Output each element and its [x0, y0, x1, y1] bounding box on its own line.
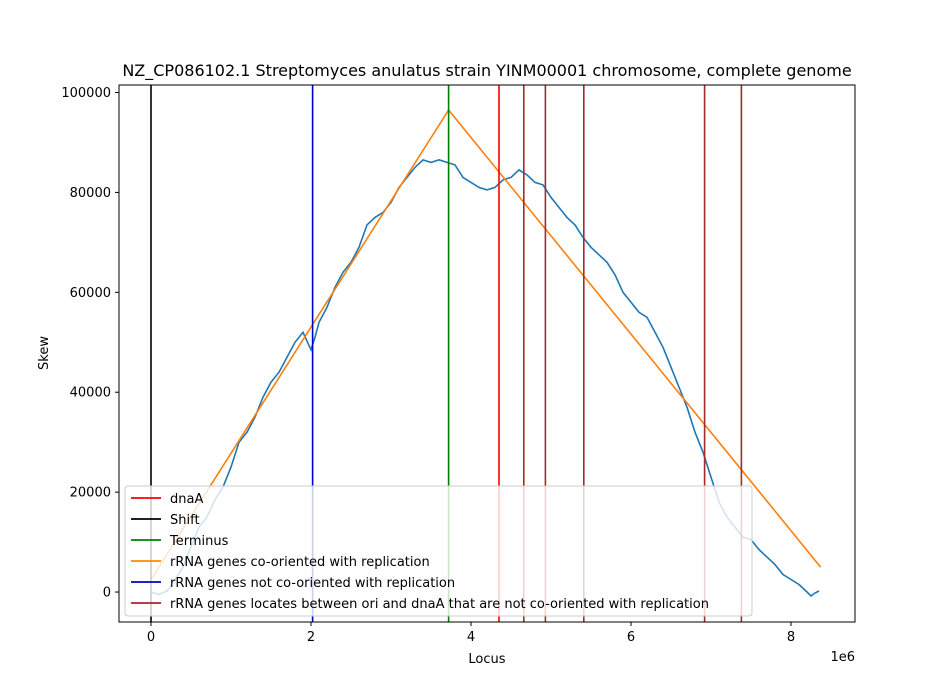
y-axis-label: Skew	[37, 336, 52, 370]
y-tick-label: 40000	[70, 386, 111, 401]
x-axis-label: Locus	[468, 652, 505, 667]
x-axis-offset-label: 1e6	[830, 650, 855, 665]
plot-frame	[118, 84, 856, 623]
y-axis: 0 20000 40000 60000 80000 100000	[61, 86, 119, 601]
x-tick-label: 6	[627, 630, 635, 645]
x-tick-label: 8	[787, 630, 795, 645]
y-tick-label: 20000	[70, 486, 111, 501]
y-tick-label: 0	[103, 586, 111, 601]
y-tick-label: 80000	[70, 186, 111, 201]
legend-box	[124, 485, 753, 617]
legend-label: rRNA genes not co-oriented with replicat…	[170, 576, 455, 591]
y-tick-label: 100000	[61, 86, 111, 101]
chart-title: NZ_CP086102.1 Streptomyces anulatus stra…	[122, 61, 851, 81]
legend-label: rRNA genes co-oriented with replication	[170, 555, 430, 570]
legend-label: dnaA	[170, 492, 203, 507]
legend-label: Terminus	[169, 534, 229, 549]
y-tick-label: 60000	[70, 286, 111, 301]
x-axis: 0 2 4 6 8	[147, 622, 795, 645]
legend-label: Shift	[170, 513, 200, 528]
legend-label: rRNA genes locates between ori and dnaA …	[170, 597, 709, 612]
legend: dnaA Shift Terminus rRNA genes co-oriented …	[124, 485, 753, 617]
x-tick-label: 0	[147, 630, 155, 645]
x-tick-label: 2	[307, 630, 315, 645]
x-tick-label: 4	[467, 630, 475, 645]
